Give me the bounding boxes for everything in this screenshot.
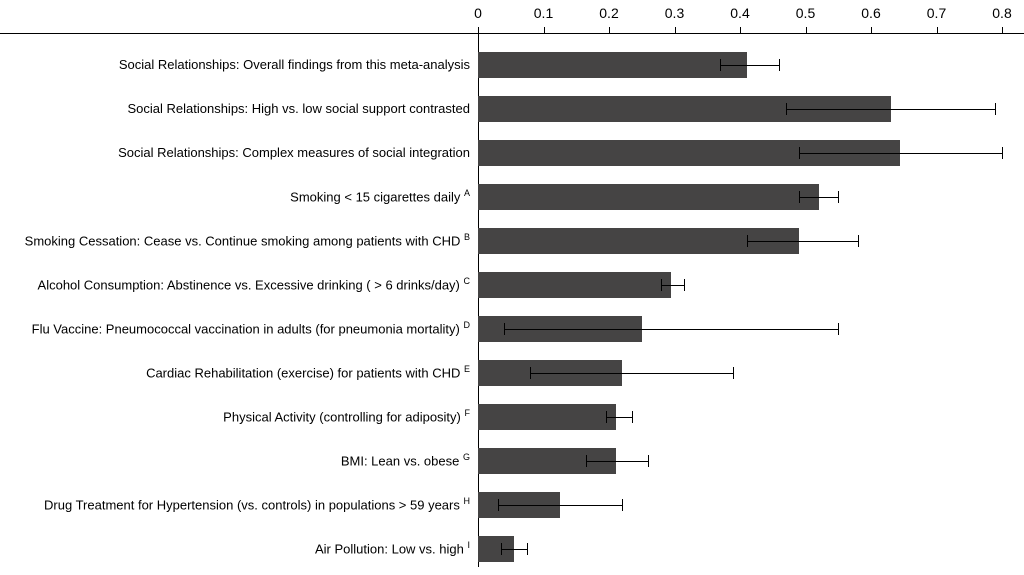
- bars-area: Social Relationships: Overall findings f…: [0, 33, 1024, 567]
- x-axis-tick-label: 0.7: [927, 5, 946, 21]
- bar-label-text: BMI: Lean vs. obese: [341, 454, 460, 469]
- bar-label: Physical Activity (controlling for adipo…: [0, 409, 470, 425]
- error-bar-cap-low: [501, 543, 502, 555]
- error-bar-cap-low: [661, 279, 662, 291]
- bar-row: Alcohol Consumption: Abstinence vs. Exce…: [0, 263, 1024, 307]
- error-bar-cap-low: [606, 411, 607, 423]
- error-bar-cap-high: [648, 455, 649, 467]
- bar-row: Social Relationships: High vs. low socia…: [0, 87, 1024, 131]
- bar-label-text: Alcohol Consumption: Abstinence vs. Exce…: [38, 278, 460, 293]
- error-bar-cap-low: [799, 191, 800, 203]
- error-bar-cap-high: [733, 367, 734, 379]
- bar-label-superscript: E: [464, 364, 470, 374]
- error-bar-cap-high: [838, 323, 839, 335]
- bar-label: Alcohol Consumption: Abstinence vs. Exce…: [0, 277, 470, 293]
- error-bar-line: [747, 241, 858, 242]
- x-axis-tick-label: 0.2: [599, 5, 618, 21]
- bar-label-text: Air Pollution: Low vs. high: [315, 542, 464, 557]
- bar-row: Physical Activity (controlling for adipo…: [0, 395, 1024, 439]
- error-bar-line: [530, 373, 733, 374]
- bar-label: Cardiac Rehabilitation (exercise) for pa…: [0, 365, 470, 381]
- x-axis-tick-label: 0.6: [861, 5, 880, 21]
- x-axis-tick-label: 0.5: [796, 5, 815, 21]
- bar-label: Air Pollution: Low vs. high I: [0, 541, 470, 557]
- bar-label-superscript: H: [464, 496, 471, 506]
- bar-label-text: Social Relationships: High vs. low socia…: [127, 101, 470, 116]
- bar-label: Flu Vaccine: Pneumococcal vaccination in…: [0, 321, 470, 337]
- bar-label: Smoking Cessation: Cease vs. Continue sm…: [0, 233, 470, 249]
- x-axis-tick-label: 0: [474, 5, 482, 21]
- bar-label-superscript: G: [463, 452, 470, 462]
- bar-label-text: Drug Treatment for Hypertension (vs. con…: [44, 498, 460, 513]
- bar-label-superscript: F: [465, 408, 471, 418]
- error-bar-line: [661, 285, 684, 286]
- error-bar-cap-high: [995, 103, 996, 115]
- error-bar-line: [799, 153, 1002, 154]
- x-axis-tick-label: 0.3: [665, 5, 684, 21]
- error-bar-cap-high: [1002, 147, 1003, 159]
- bar-row: Smoking Cessation: Cease vs. Continue sm…: [0, 219, 1024, 263]
- bar: [478, 404, 616, 430]
- error-bar-line: [586, 461, 648, 462]
- x-axis-top: 00.10.20.30.40.50.60.70.8: [478, 5, 1002, 33]
- error-bar-cap-low: [799, 147, 800, 159]
- bar-label-text: Social Relationships: Overall findings f…: [119, 57, 470, 72]
- x-axis-tick-label: 0.8: [992, 5, 1011, 21]
- bar-label-text: Cardiac Rehabilitation (exercise) for pa…: [146, 366, 460, 381]
- bar-row: Social Relationships: Complex measures o…: [0, 131, 1024, 175]
- error-bar-line: [720, 65, 779, 66]
- bar-label: Social Relationships: Complex measures o…: [0, 146, 470, 160]
- error-bar-cap-low: [786, 103, 787, 115]
- x-axis-tick-label: 0.4: [730, 5, 749, 21]
- error-bar-cap-high: [632, 411, 633, 423]
- bar: [478, 272, 671, 298]
- bar-row: Cardiac Rehabilitation (exercise) for pa…: [0, 351, 1024, 395]
- error-bar-cap-high: [838, 191, 839, 203]
- bar-row: Drug Treatment for Hypertension (vs. con…: [0, 483, 1024, 527]
- bar-row: Flu Vaccine: Pneumococcal vaccination in…: [0, 307, 1024, 351]
- error-bar-line: [501, 549, 527, 550]
- error-bar-cap-low: [586, 455, 587, 467]
- bar: [478, 52, 747, 78]
- bar-label: Social Relationships: High vs. low socia…: [0, 102, 470, 116]
- error-bar-line: [504, 329, 838, 330]
- bar-label-text: Physical Activity (controlling for adipo…: [223, 410, 461, 425]
- bar-label-superscript: A: [464, 188, 470, 198]
- bar-label-superscript: D: [464, 320, 471, 330]
- error-bar-cap-high: [858, 235, 859, 247]
- error-bar-cap-high: [779, 59, 780, 71]
- bar-label-text: Smoking Cessation: Cease vs. Continue sm…: [25, 234, 461, 249]
- bar-label-text: Flu Vaccine: Pneumococcal vaccination in…: [32, 322, 460, 337]
- bar-row: Smoking < 15 cigarettes daily A: [0, 175, 1024, 219]
- error-bar-cap-high: [684, 279, 685, 291]
- bar: [478, 184, 819, 210]
- error-bar-cap-low: [498, 499, 499, 511]
- bar-label-text: Smoking < 15 cigarettes daily: [290, 190, 460, 205]
- bar-label: Drug Treatment for Hypertension (vs. con…: [0, 497, 470, 513]
- error-bar-line: [786, 109, 996, 110]
- error-bar-cap-low: [530, 367, 531, 379]
- bar-label: Smoking < 15 cigarettes daily A: [0, 189, 470, 205]
- bar-label: Social Relationships: Overall findings f…: [0, 58, 470, 72]
- error-bar-line: [498, 505, 622, 506]
- error-bar-line: [799, 197, 838, 198]
- bar-label-superscript: B: [464, 232, 470, 242]
- error-bar-line: [606, 417, 632, 418]
- error-bar-cap-low: [504, 323, 505, 335]
- error-bar-cap-low: [720, 59, 721, 71]
- error-bar-cap-high: [527, 543, 528, 555]
- bar-row: BMI: Lean vs. obese G: [0, 439, 1024, 483]
- x-axis-tick-label: 0.1: [534, 5, 553, 21]
- error-bar-cap-high: [622, 499, 623, 511]
- bar-row: Social Relationships: Overall findings f…: [0, 43, 1024, 87]
- bar-row: Air Pollution: Low vs. high I: [0, 527, 1024, 571]
- error-bar-cap-low: [747, 235, 748, 247]
- bar-label-text: Social Relationships: Complex measures o…: [118, 145, 470, 160]
- bar-label: BMI: Lean vs. obese G: [0, 453, 470, 469]
- bar-label-superscript: C: [464, 276, 471, 286]
- bar-chart: 0 0.1 0.2 0.3 0.4 0.5 0.6 0.7 0.8 Social Relatio…: [0, 0, 1024, 575]
- bar-label-superscript: I: [467, 540, 470, 550]
